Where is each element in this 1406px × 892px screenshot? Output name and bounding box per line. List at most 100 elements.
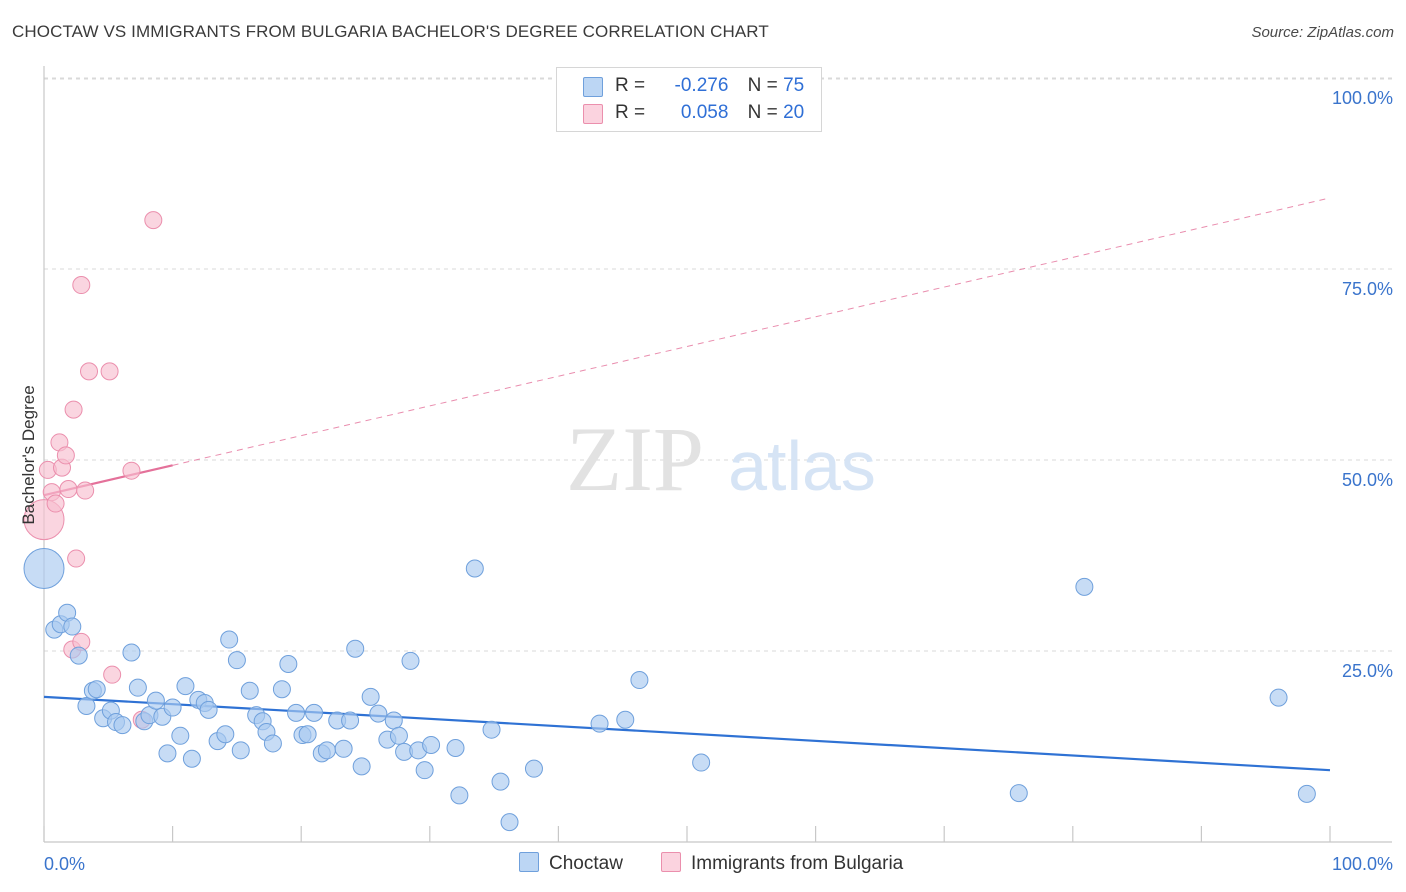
watermark: ZIP atlas — [566, 408, 876, 510]
legend-swatch-choctaw — [583, 77, 603, 97]
choctaw-point — [69, 646, 88, 665]
choctaw-point — [113, 716, 132, 735]
choctaw-point — [63, 617, 82, 636]
correlation-legend: R = -0.276 N = 75 R = 0.058 N = 20 — [556, 67, 822, 132]
bulgaria-point — [72, 276, 91, 295]
bulgaria-point — [103, 665, 122, 684]
choctaw-point — [317, 741, 336, 760]
choctaw-point — [1075, 577, 1094, 596]
choctaw-point — [415, 761, 434, 780]
y-tick-label-50: 50.0% — [1342, 470, 1393, 490]
choctaw-point — [231, 741, 250, 760]
x-tick-label-min: 0.0% — [44, 854, 85, 874]
bulgaria-point — [76, 481, 95, 500]
choctaw-point — [346, 639, 365, 658]
choctaw-point — [389, 726, 408, 745]
bulgaria-point — [100, 362, 119, 381]
choctaw-point — [216, 725, 235, 744]
choctaw-point — [182, 749, 201, 768]
choctaw-point — [1269, 688, 1288, 707]
chart-title: CHOCTAW VS IMMIGRANTS FROM BULGARIA BACH… — [12, 22, 769, 41]
choctaw-point — [305, 703, 324, 722]
bottom-legend-swatch-choctaw — [519, 852, 539, 872]
choctaw-point — [334, 739, 353, 758]
choctaw-point — [176, 677, 195, 696]
bulgaria-point — [80, 362, 99, 381]
choctaw-point — [220, 630, 239, 649]
choctaw-point — [171, 726, 190, 745]
choctaw-point — [163, 698, 182, 717]
choctaw-point — [272, 680, 291, 699]
choctaw-point — [630, 671, 649, 690]
choctaw-point — [422, 735, 441, 754]
bottom-legend-label-choctaw: Choctaw — [549, 853, 623, 874]
bulgaria-point — [64, 400, 83, 419]
choctaw-point — [341, 711, 360, 730]
choctaw-point — [87, 680, 106, 699]
choctaw-point — [279, 654, 298, 673]
legend-r-label: R = — [615, 102, 646, 123]
axes — [43, 66, 1392, 843]
choctaw-point — [1009, 784, 1028, 803]
choctaw-point — [199, 700, 218, 719]
legend-swatch-bulgaria — [583, 104, 603, 124]
choctaw-point — [298, 725, 317, 744]
legend-n-value: 20 — [783, 102, 805, 123]
watermark-atlas: atlas — [728, 427, 876, 505]
legend-n-label: N = — [747, 102, 778, 123]
choctaw-point — [590, 714, 609, 733]
y-tick-label-100: 100.0% — [1332, 88, 1393, 108]
choctaw-point — [384, 711, 403, 730]
choctaw-point — [482, 720, 501, 739]
legend-n-label: N = — [747, 75, 778, 96]
bulgaria-point — [122, 461, 141, 480]
bulgaria-point — [67, 549, 86, 568]
choctaw-point — [500, 813, 519, 832]
bottom-legend-swatch-bulgaria — [661, 852, 681, 872]
tick-labels: 25.0% 50.0% 75.0% 100.0% 0.0% 100.0% — [44, 88, 1393, 874]
choctaw-point — [369, 704, 388, 723]
trend-line-bulgaria-extension — [172, 197, 1331, 466]
y-axis-label: Bachelor's Degree — [19, 385, 38, 524]
choctaw-point — [465, 559, 484, 578]
choctaw-point — [240, 681, 259, 700]
legend-r-value: 0.058 — [680, 102, 729, 123]
y-tick-label-75: 75.0% — [1342, 279, 1393, 299]
choctaw-point — [128, 678, 147, 697]
choctaw-point — [122, 643, 141, 662]
bottom-legend-choctaw: Choctaw — [519, 852, 623, 875]
choctaw-point — [158, 744, 177, 763]
bottom-legend-bulgaria: Immigrants from Bulgaria — [661, 852, 903, 875]
bulgaria-point — [59, 480, 78, 499]
legend-r-label: R = — [615, 75, 646, 96]
choctaw-point — [491, 772, 510, 791]
trend-line-choctaw — [43, 695, 1331, 772]
choctaw-point — [227, 651, 246, 670]
choctaw-point — [352, 757, 371, 776]
bulgaria-point — [144, 211, 163, 230]
choctaw-point — [1297, 784, 1316, 803]
x-tick-label-max: 100.0% — [1332, 854, 1393, 874]
choctaw-point — [77, 697, 96, 716]
bulgaria-point — [46, 494, 65, 513]
bottom-legend-label-bulgaria: Immigrants from Bulgaria — [691, 853, 904, 874]
choctaw-point — [401, 651, 420, 670]
choctaw-point — [287, 703, 306, 722]
watermark-zip: ZIP — [566, 408, 704, 510]
choctaw-point — [616, 710, 635, 729]
choctaw-point — [692, 753, 711, 772]
choctaw-point — [450, 786, 469, 805]
legend-n-value: 75 — [783, 75, 805, 96]
y-tick-label-25: 25.0% — [1342, 661, 1393, 681]
choctaw-point — [446, 739, 465, 758]
choctaw-point — [524, 759, 543, 778]
bulgaria-point — [56, 446, 75, 465]
source-label: Source: ZipAtlas.com — [1251, 24, 1394, 41]
data-points — [23, 211, 1316, 832]
legend-r-value: -0.276 — [674, 75, 729, 96]
choctaw-point — [263, 734, 282, 753]
choctaw-point — [361, 687, 380, 706]
choctaw-point — [146, 691, 165, 710]
grid-lines — [44, 77, 1392, 652]
